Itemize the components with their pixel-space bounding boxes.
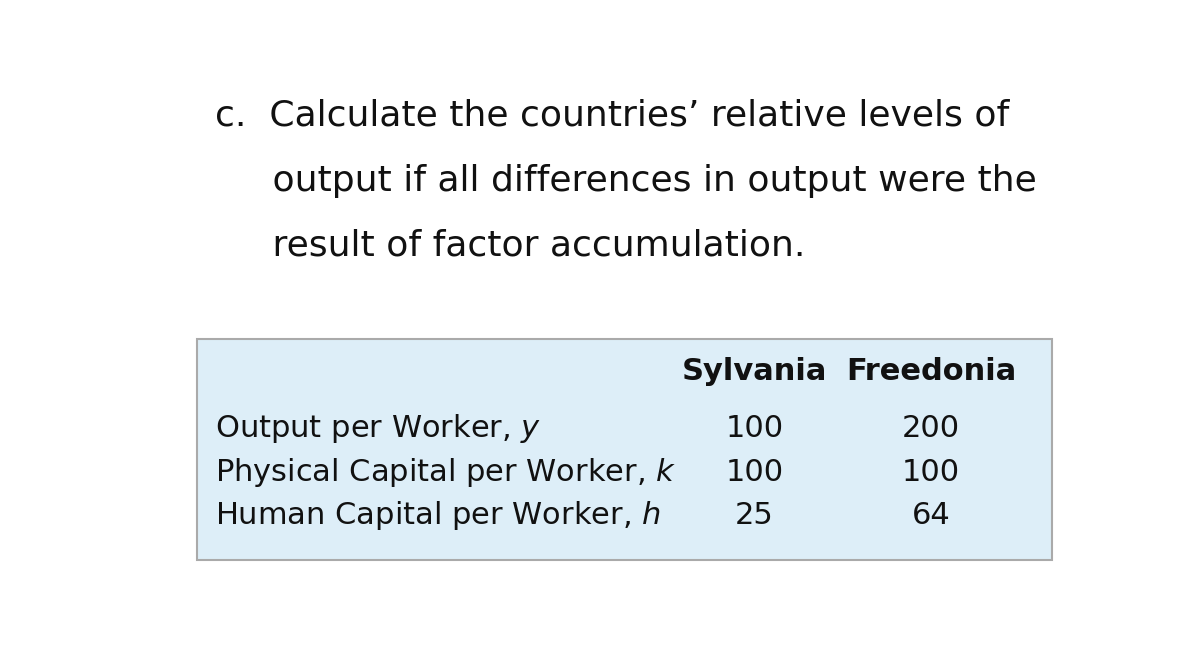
Text: 64: 64 bbox=[912, 501, 950, 530]
Text: output if all differences in output were the: output if all differences in output were… bbox=[215, 164, 1037, 198]
Text: 100: 100 bbox=[726, 414, 784, 443]
Text: Freedonia: Freedonia bbox=[846, 357, 1016, 387]
Text: c.  Calculate the countries’ relative levels of: c. Calculate the countries’ relative lev… bbox=[215, 98, 1009, 132]
Text: 100: 100 bbox=[902, 458, 960, 487]
Text: Output per Worker, $y$: Output per Worker, $y$ bbox=[215, 412, 541, 445]
FancyBboxPatch shape bbox=[197, 339, 1052, 560]
Text: result of factor accumulation.: result of factor accumulation. bbox=[215, 229, 805, 263]
Text: 100: 100 bbox=[726, 458, 784, 487]
Text: Human Capital per Worker, $h$: Human Capital per Worker, $h$ bbox=[215, 499, 661, 532]
Text: 25: 25 bbox=[736, 501, 774, 530]
Text: 200: 200 bbox=[902, 414, 960, 443]
Text: Physical Capital per Worker, $k$: Physical Capital per Worker, $k$ bbox=[215, 456, 677, 489]
Text: Sylvania: Sylvania bbox=[682, 357, 827, 387]
